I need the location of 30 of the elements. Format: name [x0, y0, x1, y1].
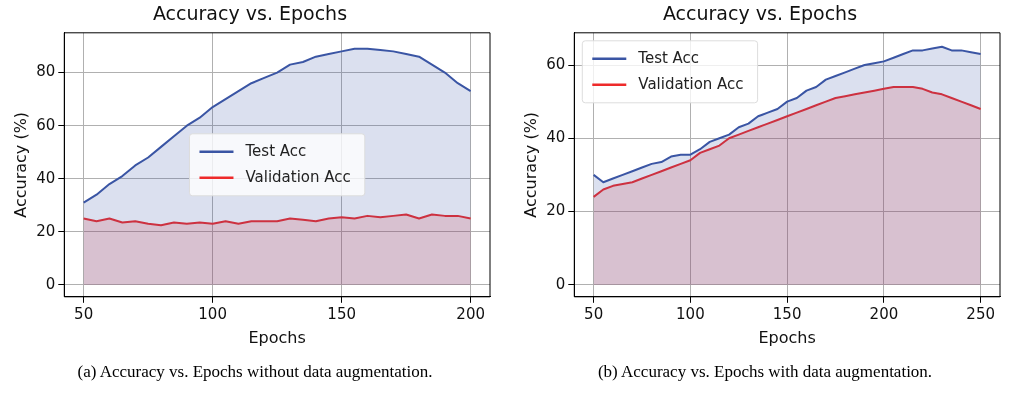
legend-label: Validation Acc	[638, 74, 744, 93]
y-tick-label: 60	[36, 115, 56, 134]
x-tick-label: 50	[584, 304, 604, 323]
y-axis-title: Accuracy (%)	[520, 111, 540, 218]
y-tick-label: 0	[45, 274, 56, 293]
text: (b) Accuracy vs. Epochs with data augmentation.	[596, 362, 934, 382]
y-tick-label: 60	[546, 54, 566, 73]
y-tick-label: 40	[546, 128, 566, 147]
chart-title: Accuracy vs. Epochs	[152, 2, 348, 25]
x-tick-label: 200	[869, 304, 899, 323]
x-tick-label: 150	[327, 304, 356, 323]
x-tick-label: 150	[772, 304, 802, 323]
y-tick-label: 0	[555, 274, 566, 293]
text: (a) Accuracy vs. Epochs without data augmentation.	[76, 362, 434, 382]
legend-label: Validation Acc	[245, 167, 351, 186]
legend-label: Test Acc	[244, 141, 307, 160]
y-tick-label: 80	[36, 62, 56, 81]
y-tick-label: 20	[36, 221, 56, 240]
y-tick-label: 40	[36, 168, 56, 187]
x-axis-title: Epochs	[758, 327, 816, 347]
x-tick-label: 250	[966, 304, 995, 323]
x-tick-label: 100	[198, 304, 227, 323]
x-tick-label: 50	[74, 304, 94, 323]
y-tick-label: 20	[546, 201, 566, 220]
x-tick-label: 200	[456, 304, 485, 323]
legend-label: Test Acc	[637, 48, 700, 67]
y-axis-title: Accuracy (%)	[10, 111, 30, 218]
chart-title: Accuracy vs. Epochs	[662, 2, 858, 25]
x-axis-title: Epochs	[248, 327, 306, 347]
x-tick-label: 100	[676, 304, 705, 323]
